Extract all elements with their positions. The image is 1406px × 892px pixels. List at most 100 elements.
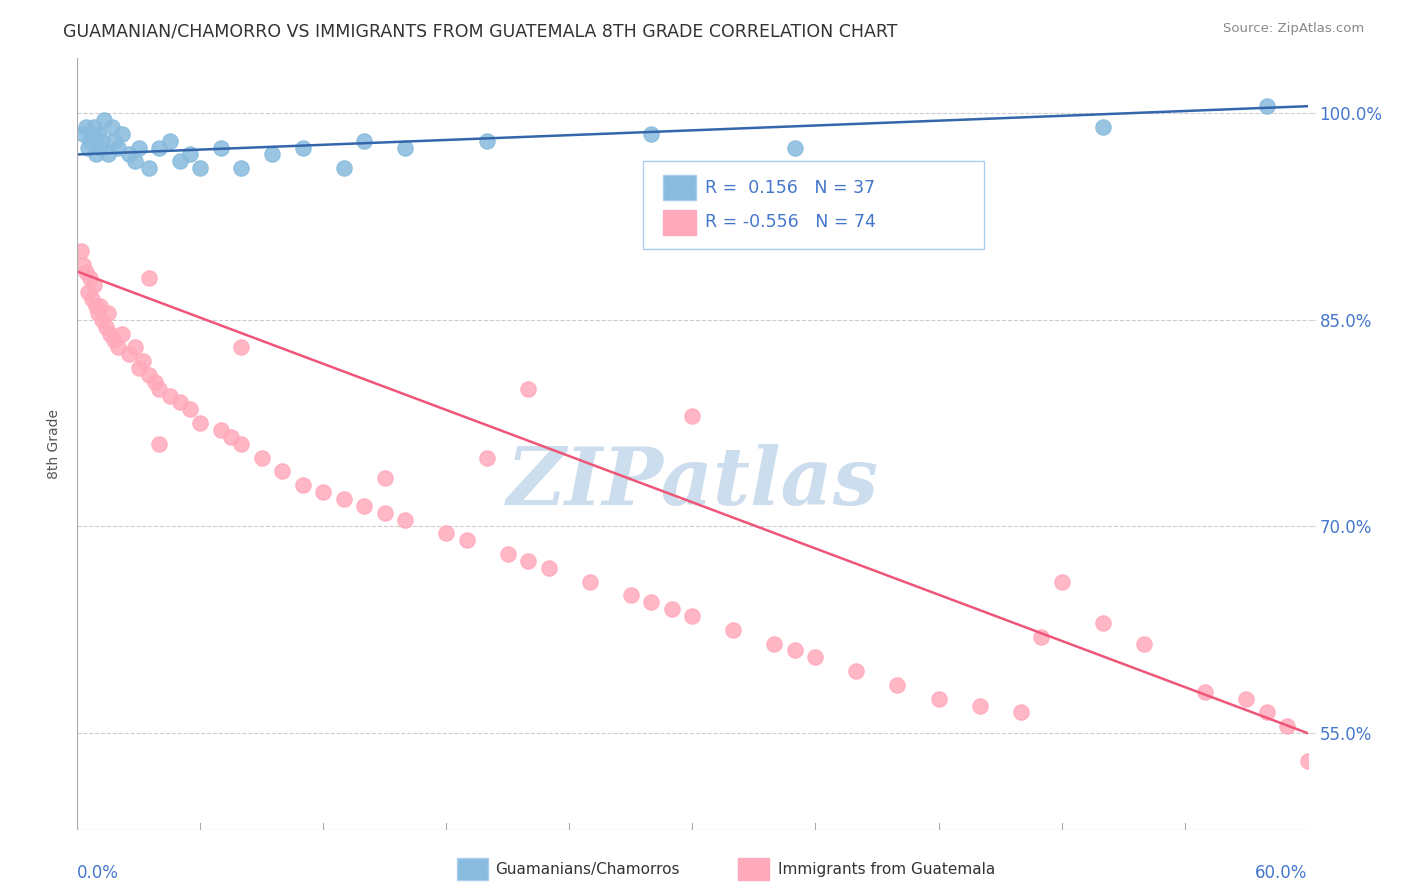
Point <box>148 436 170 450</box>
Point <box>94 319 117 334</box>
Point <box>640 127 662 141</box>
Point <box>132 354 155 368</box>
Point <box>1256 706 1278 720</box>
Point <box>90 134 114 148</box>
Point <box>138 161 160 176</box>
Point <box>845 664 868 678</box>
Point <box>262 147 284 161</box>
Point <box>128 361 150 376</box>
Point <box>76 285 98 300</box>
Text: R =  0.156   N = 37: R = 0.156 N = 37 <box>706 178 876 196</box>
Point <box>394 512 416 526</box>
Point <box>89 140 111 154</box>
Point <box>517 554 540 568</box>
Point <box>89 299 111 313</box>
Point <box>928 691 950 706</box>
Point <box>87 306 110 320</box>
Text: 0.0%: 0.0% <box>77 864 120 882</box>
Point <box>456 533 478 548</box>
Point <box>804 650 827 665</box>
Point <box>97 147 120 161</box>
Point <box>107 140 129 154</box>
Point <box>271 464 294 478</box>
Point <box>75 120 97 134</box>
Point <box>83 278 105 293</box>
Point <box>353 499 375 513</box>
Point <box>640 595 662 609</box>
Point <box>111 127 134 141</box>
Point <box>969 698 991 713</box>
Point <box>159 134 181 148</box>
Point <box>179 402 201 417</box>
Point <box>209 423 232 437</box>
Point <box>169 154 191 169</box>
Point <box>682 409 704 424</box>
Point <box>517 382 540 396</box>
Point <box>72 127 94 141</box>
Point <box>496 547 519 561</box>
Text: Immigrants from Guatemala: Immigrants from Guatemala <box>778 863 995 877</box>
Text: GUAMANIAN/CHAMORRO VS IMMIGRANTS FROM GUATEMALA 8TH GRADE CORRELATION CHART: GUAMANIAN/CHAMORRO VS IMMIGRANTS FROM GU… <box>63 22 898 40</box>
Point <box>231 340 253 354</box>
Point <box>143 375 166 389</box>
Point <box>374 506 396 520</box>
Point <box>1029 630 1052 644</box>
Point <box>1010 706 1032 720</box>
Point <box>333 161 356 176</box>
Point <box>231 436 253 450</box>
Point <box>1275 719 1298 733</box>
Point <box>1256 99 1278 113</box>
Point <box>763 636 786 650</box>
Y-axis label: 8th Grade: 8th Grade <box>48 409 62 479</box>
Point <box>90 312 114 326</box>
Point <box>783 140 806 154</box>
Point <box>76 140 98 154</box>
Point <box>80 292 103 306</box>
Point <box>75 264 97 278</box>
Point <box>169 395 191 409</box>
Point <box>159 388 181 402</box>
Point <box>72 258 94 272</box>
Text: 60.0%: 60.0% <box>1256 864 1308 882</box>
Point <box>124 154 146 169</box>
Point <box>620 588 643 602</box>
Point <box>98 326 121 341</box>
Point <box>107 340 129 354</box>
Point <box>103 134 125 148</box>
Point <box>291 140 314 154</box>
Point <box>101 120 124 134</box>
Point <box>682 609 704 624</box>
Point <box>87 127 110 141</box>
Point <box>477 450 499 465</box>
Point <box>312 485 335 500</box>
Text: ZIPatlas: ZIPatlas <box>506 443 879 521</box>
Point <box>436 526 458 541</box>
Point <box>886 678 908 692</box>
Point <box>661 602 683 616</box>
Point <box>111 326 134 341</box>
Point <box>79 134 101 148</box>
Point <box>209 140 232 154</box>
Point <box>1132 636 1154 650</box>
Point <box>84 299 107 313</box>
Point <box>394 140 416 154</box>
Point <box>83 120 105 134</box>
Point <box>93 113 115 128</box>
Point <box>138 368 160 382</box>
Point <box>783 643 806 657</box>
Point <box>179 147 201 161</box>
Point <box>80 127 103 141</box>
Point <box>117 347 139 361</box>
Text: R = -0.556   N = 74: R = -0.556 N = 74 <box>706 213 876 231</box>
Point <box>79 271 101 285</box>
Point <box>117 147 139 161</box>
Point <box>97 306 120 320</box>
Point <box>291 478 314 492</box>
Point <box>1091 120 1114 134</box>
Point <box>537 561 560 575</box>
Point <box>148 140 170 154</box>
Point <box>84 147 107 161</box>
Point <box>579 574 602 589</box>
Point <box>124 340 146 354</box>
Text: Guamanians/Chamorros: Guamanians/Chamorros <box>495 863 679 877</box>
